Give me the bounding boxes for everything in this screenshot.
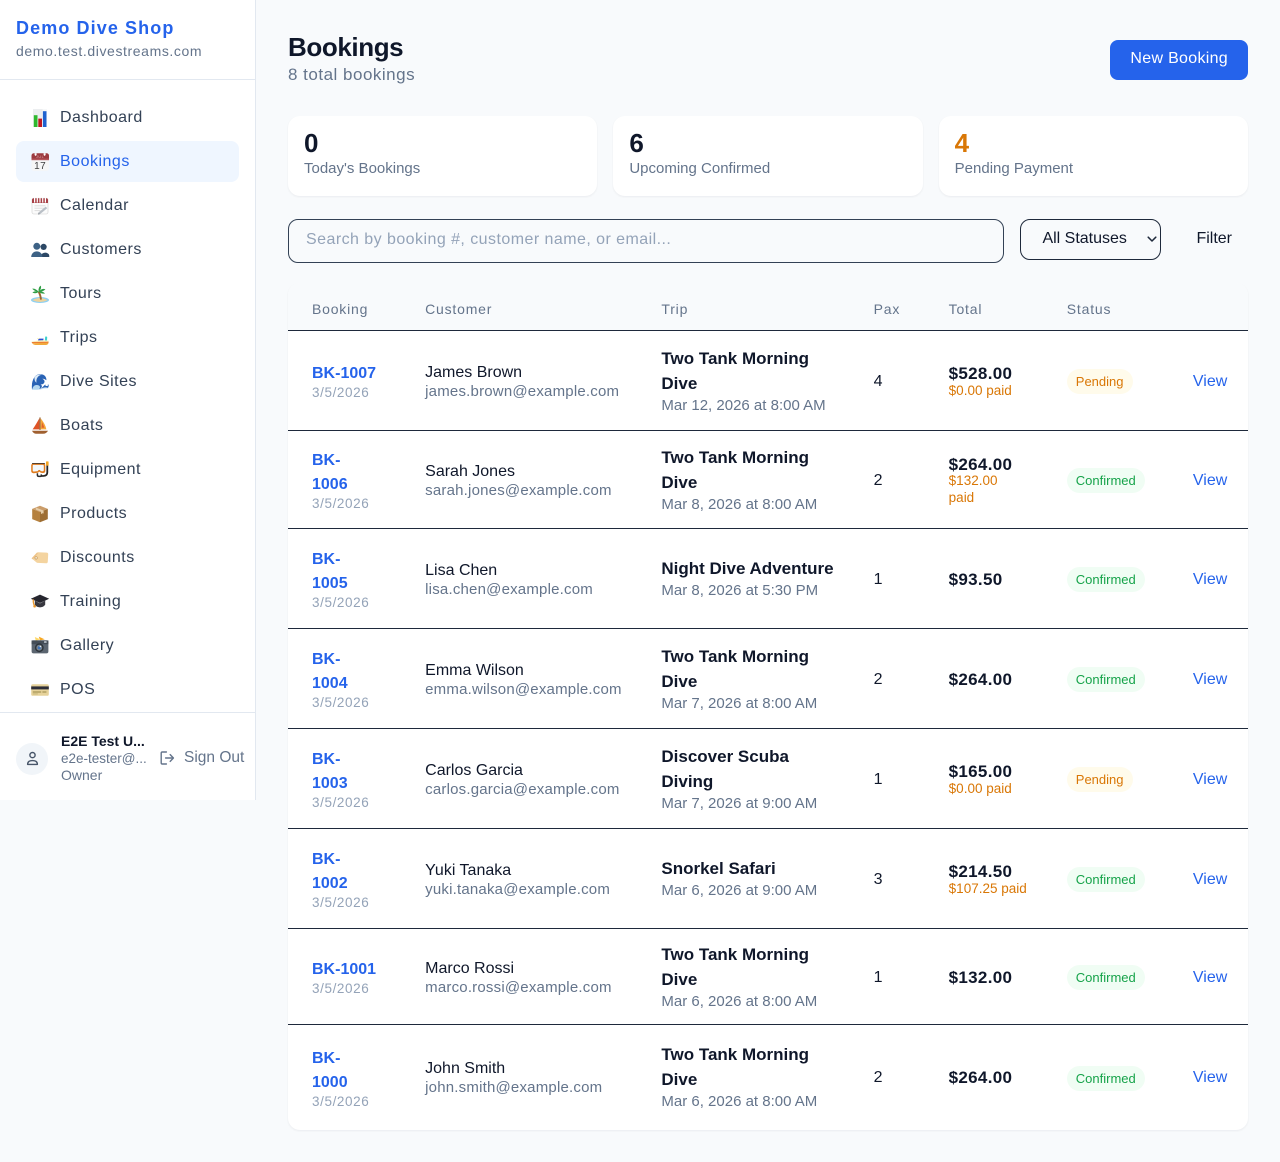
svg-text:JUL: JUL: [36, 154, 44, 158]
svg-text:17: 17: [34, 160, 46, 171]
